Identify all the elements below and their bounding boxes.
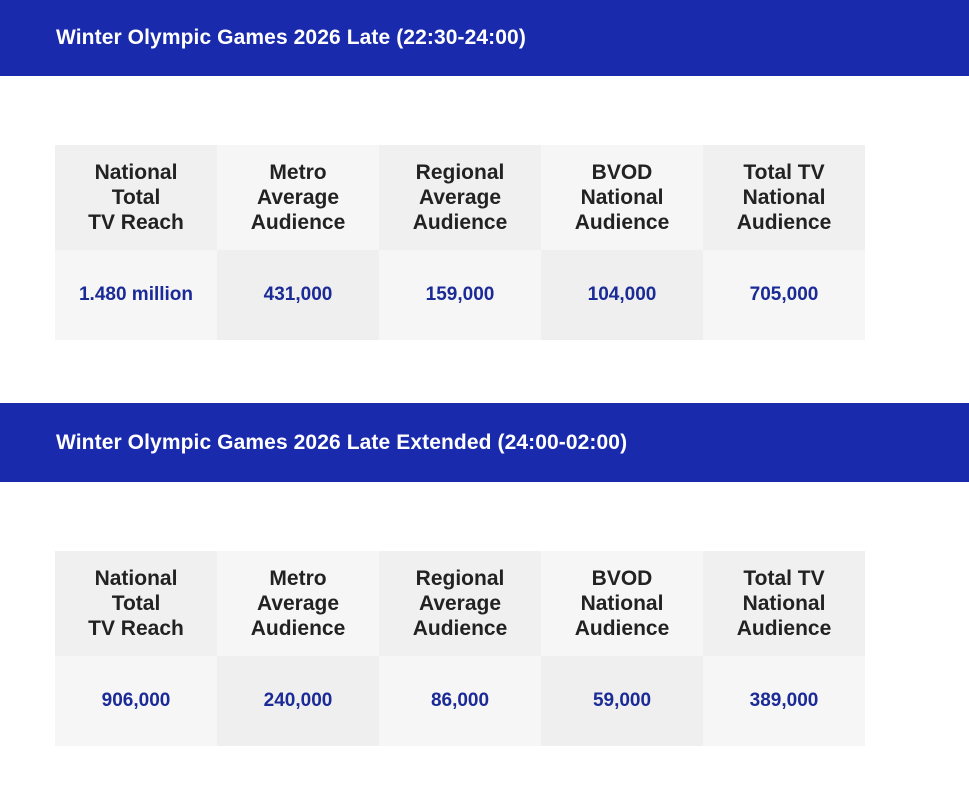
section-title: Winter Olympic Games 2026 Late Extended … bbox=[56, 430, 628, 454]
value-metro-average-audience: 240,000 bbox=[217, 656, 379, 746]
table-header-row: National Total TV Reach Metro Average Au… bbox=[55, 145, 865, 250]
value-regional-average-audience: 86,000 bbox=[379, 656, 541, 746]
header-regional-average-audience: Regional Average Audience bbox=[379, 145, 541, 250]
table-header-row: National Total TV Reach Metro Average Au… bbox=[55, 551, 865, 656]
section-banner: Winter Olympic Games 2026 Late Extended … bbox=[0, 403, 969, 482]
value-total-tv-national-audience: 705,000 bbox=[703, 250, 865, 340]
table-row: 906,000 240,000 86,000 59,000 389,000 bbox=[55, 656, 865, 746]
header-metro-average-audience: Metro Average Audience bbox=[217, 551, 379, 656]
header-national-total-tv-reach: National Total TV Reach bbox=[55, 145, 217, 250]
header-metro-average-audience: Metro Average Audience bbox=[217, 145, 379, 250]
value-total-tv-national-audience: 389,000 bbox=[703, 656, 865, 746]
value-regional-average-audience: 159,000 bbox=[379, 250, 541, 340]
section-late-extended: Winter Olympic Games 2026 Late Extended … bbox=[0, 403, 969, 482]
header-bvod-national-audience: BVOD National Audience bbox=[541, 551, 703, 656]
header-bvod-national-audience: BVOD National Audience bbox=[541, 145, 703, 250]
section-banner: Winter Olympic Games 2026 Late (22:30-24… bbox=[0, 0, 969, 76]
audience-table-late-extended: National Total TV Reach Metro Average Au… bbox=[55, 551, 865, 746]
value-metro-average-audience: 431,000 bbox=[217, 250, 379, 340]
section-title: Winter Olympic Games 2026 Late (22:30-24… bbox=[56, 26, 526, 49]
audience-table-late: National Total TV Reach Metro Average Au… bbox=[55, 145, 865, 340]
value-national-total-tv-reach: 906,000 bbox=[55, 656, 217, 746]
header-total-tv-national-audience: Total TV National Audience bbox=[703, 551, 865, 656]
header-total-tv-national-audience: Total TV National Audience bbox=[703, 145, 865, 250]
table-row: 1.480 million 431,000 159,000 104,000 70… bbox=[55, 250, 865, 340]
header-regional-average-audience: Regional Average Audience bbox=[379, 551, 541, 656]
section-late: Winter Olympic Games 2026 Late (22:30-24… bbox=[0, 0, 969, 76]
value-bvod-national-audience: 59,000 bbox=[541, 656, 703, 746]
value-national-total-tv-reach: 1.480 million bbox=[55, 250, 217, 340]
header-national-total-tv-reach: National Total TV Reach bbox=[55, 551, 217, 656]
value-bvod-national-audience: 104,000 bbox=[541, 250, 703, 340]
